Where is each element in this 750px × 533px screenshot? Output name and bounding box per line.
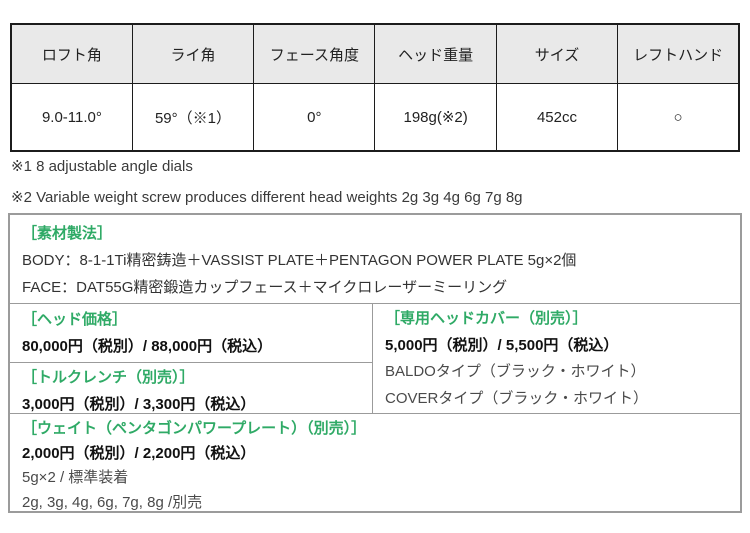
section-weight-plate: ［ウェイト（ペンタゴンパワープレート）（別売）］ 2,000円（税別）/ 2,2… — [10, 413, 740, 511]
weight-price: 2,000円（税別）/ 2,200円（税込） — [22, 444, 256, 462]
material-body-line: BODY：8-1-1Ti精密鋳造＋VASSIST PLATE＋PENTAGON … — [22, 252, 577, 269]
price-left-column: ［ヘッド価格］ 80,000円（税別）/ 88,000円（税込） ［トルクレンチ… — [10, 304, 373, 413]
spec-header-size: サイズ — [495, 23, 619, 84]
spec-header-head-weight: ヘッド重量 — [374, 23, 497, 84]
footnote-2: ※2 Variable weight screw produces differ… — [11, 189, 523, 206]
head-price-title: ［ヘッド価格］ — [22, 311, 128, 328]
torque-wrench-price: 3,000円（税別）/ 3,300円（税込） — [22, 396, 256, 413]
section-prices: ［ヘッド価格］ 80,000円（税別）/ 88,000円（税込） ［トルクレンチ… — [10, 303, 740, 413]
weight-standard: 5g×2 / 標準装着 — [22, 469, 129, 486]
spec-value-loft-angle: 9.0-11.0° — [10, 83, 133, 152]
spec-table: ロフト角 ライ角 フェース角度 ヘッド重量 サイズ レフトハンド 9.0-11.… — [10, 23, 740, 152]
spec-header-face-angle: フェース角度 — [253, 23, 376, 84]
spec-header-row: ロフト角 ライ角 フェース角度 ヘッド重量 サイズ レフトハンド — [10, 23, 740, 84]
spec-header-lie-angle: ライ角 — [131, 23, 255, 84]
material-face-line: FACE：DAT55G精密鍛造カップフェース＋マイクロレーザーミーリング — [22, 279, 508, 296]
spec-header-loft-angle: ロフト角 — [10, 23, 133, 84]
torque-wrench-title: ［トルクレンチ（別売）］ — [22, 369, 195, 386]
head-cover-title: ［専用ヘッドカバー（別売）］ — [385, 310, 588, 327]
spec-value-lie-angle: 59°（※1） — [131, 83, 255, 152]
section-head-price: ［ヘッド価格］ 80,000円（税別）/ 88,000円（税込） — [10, 304, 372, 363]
section-head-cover: ［専用ヘッドカバー（別売）］ 5,000円（税別）/ 5,500円（税込） BA… — [373, 304, 740, 413]
spec-header-left-hand: レフトハンド — [617, 23, 740, 84]
weight-optional: 2g, 3g, 4g, 6g, 7g, 8g /別売 — [22, 493, 203, 511]
weight-title: ［ウェイト（ペンタゴンパワープレート）（別売）］ — [22, 420, 367, 437]
product-info-box: ［素材製法］ BODY：8-1-1Ti精密鋳造＋VASSIST PLATE＋PE… — [8, 213, 742, 513]
spec-value-size: 452cc — [495, 83, 619, 152]
footnotes: ※1 8 adjustable angle dials ※2 Variable … — [11, 156, 523, 218]
material-title: ［素材製法］ — [22, 225, 113, 242]
footnote-1: ※1 8 adjustable angle dials — [11, 158, 193, 175]
spec-value-row: 9.0-11.0° 59°（※1） 0° 198g(※2) 452cc ○ — [10, 83, 740, 152]
section-torque-wrench: ［トルクレンチ（別売）］ 3,000円（税別）/ 3,300円（税込） — [10, 363, 372, 414]
head-cover-price: 5,000円（税別）/ 5,500円（税込） — [385, 336, 619, 354]
spec-value-head-weight: 198g(※2) — [374, 83, 497, 152]
head-cover-type-cover: COVERタイプ（ブラック・ホワイト） — [385, 389, 649, 407]
spec-value-face-angle: 0° — [253, 83, 376, 152]
head-cover-type-baldo: BALDOタイプ（ブラック・ホワイト） — [385, 363, 646, 380]
head-price-value: 80,000円（税別）/ 88,000円（税込） — [22, 338, 273, 355]
section-material: ［素材製法］ BODY：8-1-1Ti精密鋳造＋VASSIST PLATE＋PE… — [10, 215, 740, 303]
spec-value-left-hand: ○ — [617, 83, 740, 152]
